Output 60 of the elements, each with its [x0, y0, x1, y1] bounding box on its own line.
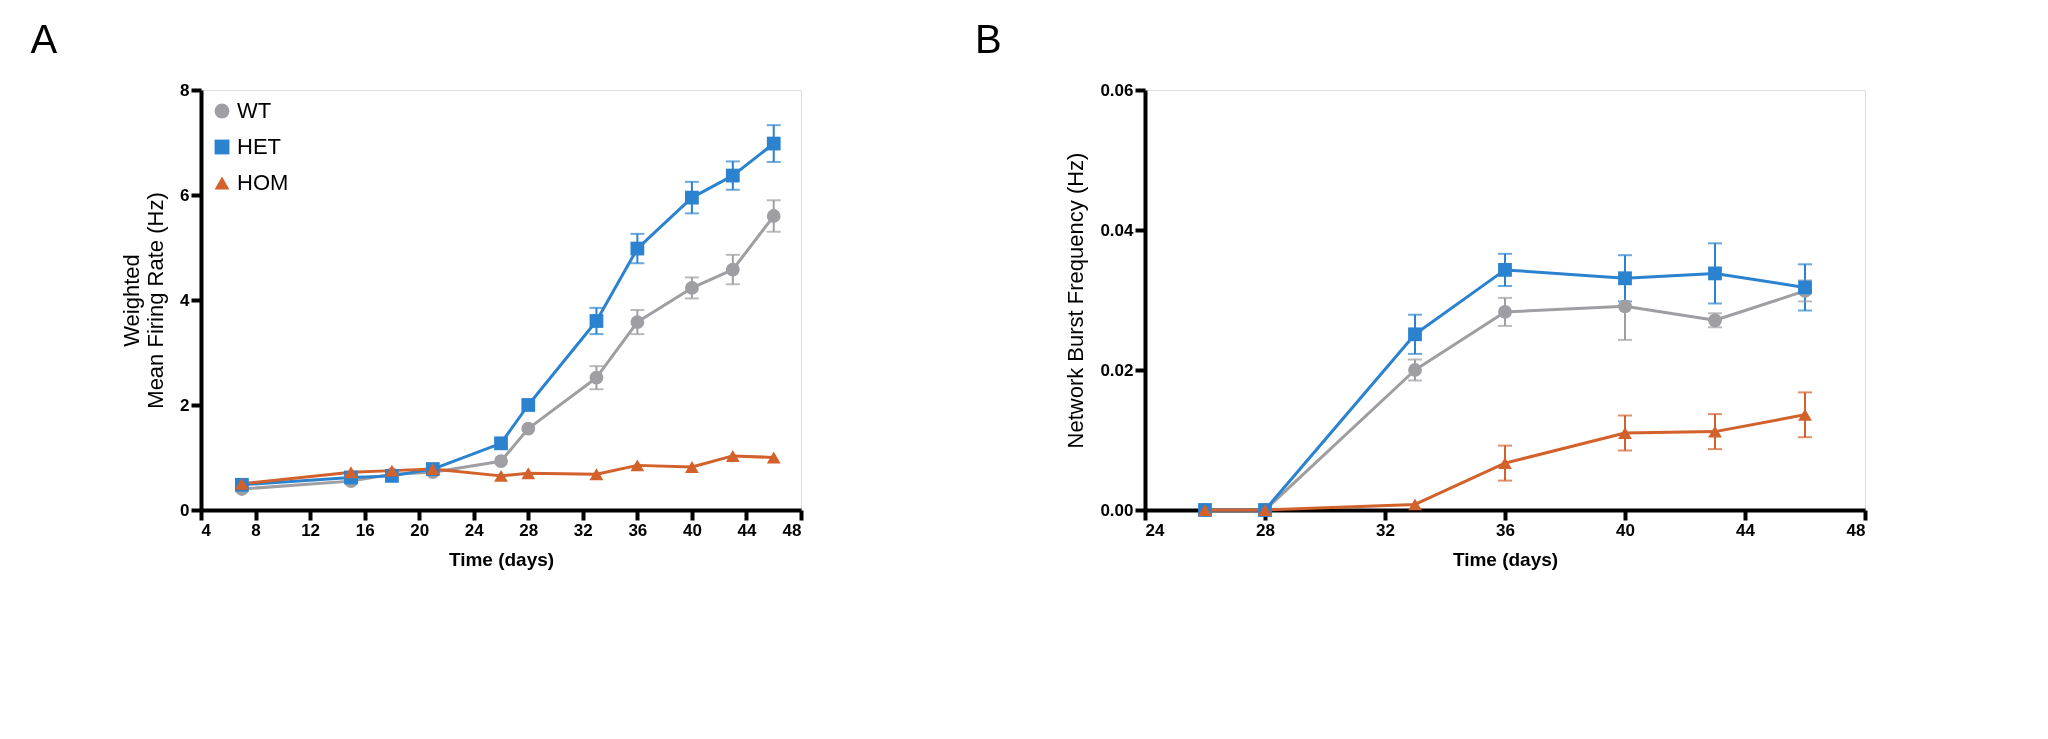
point: [589, 314, 604, 328]
point: [725, 168, 740, 183]
point: [685, 281, 699, 295]
point: [725, 449, 740, 462]
y-axis-title: Network Burst Frequency (Hz): [1063, 152, 1089, 449]
legend-label: WT: [237, 98, 272, 123]
x-tick-label: 4: [201, 520, 212, 540]
point: [385, 464, 399, 477]
legend-label: HET: [237, 134, 281, 159]
x-tick-label: 48: [782, 520, 802, 540]
y-tick-label: 0.02: [1100, 360, 1134, 380]
x-axis-title: Time (days): [1452, 548, 1559, 570]
point: [685, 190, 699, 205]
point: [685, 460, 699, 473]
y-tick-label: 0: [180, 500, 190, 520]
point: [589, 468, 604, 481]
x-tick-label: 24: [464, 520, 485, 540]
y-tick-label: 0.06: [1100, 80, 1134, 100]
x-tick-label: 44: [737, 520, 757, 540]
x-tick-label: 8: [251, 520, 261, 540]
point: [630, 459, 645, 472]
x-tick-label: 24: [1145, 520, 1165, 540]
point: [725, 262, 740, 277]
point: [494, 454, 508, 469]
y-tick-label: 4: [180, 290, 191, 310]
y-tick-label: 6: [180, 185, 190, 205]
x-tick-label: 36: [628, 520, 648, 540]
y-tick-label: 8: [180, 80, 190, 100]
x-tick-label: 40: [1616, 520, 1635, 540]
x-tick-label: 36: [1496, 520, 1515, 540]
point: [521, 421, 536, 436]
point: [589, 370, 604, 385]
y-axis-title: Weighted Mean Firing Rate (Hz): [119, 192, 169, 409]
point: [766, 209, 781, 223]
x-tick-label: 28: [519, 520, 539, 540]
x-tick-label: 40: [682, 520, 702, 540]
y-tick-label: 2: [180, 395, 190, 415]
chart-title: A: [30, 17, 58, 61]
point: [630, 241, 645, 256]
point: [766, 136, 781, 151]
legend-label: HOM: [237, 170, 289, 195]
x-tick-label: 32: [1376, 520, 1395, 540]
x-tick-label: 12: [301, 520, 321, 540]
x-axis-title: Time (days): [448, 548, 555, 570]
x-tick-label: 48: [1846, 520, 1866, 540]
point: [630, 315, 645, 329]
point: [494, 436, 508, 451]
x-tick-label: 44: [1736, 520, 1756, 540]
x-tick-label: 32: [573, 520, 593, 540]
x-tick-label: 16: [355, 520, 375, 540]
y-tick-label: 0.04: [1100, 220, 1135, 240]
x-tick-label: 20: [410, 520, 430, 540]
point: [494, 469, 508, 482]
point: [344, 466, 358, 479]
point: [521, 398, 536, 412]
point: [766, 451, 781, 464]
point: [521, 467, 536, 480]
y-tick-label: 0.00: [1100, 500, 1134, 520]
x-tick-label: 28: [1256, 520, 1275, 540]
chart-title: B: [974, 17, 1002, 61]
